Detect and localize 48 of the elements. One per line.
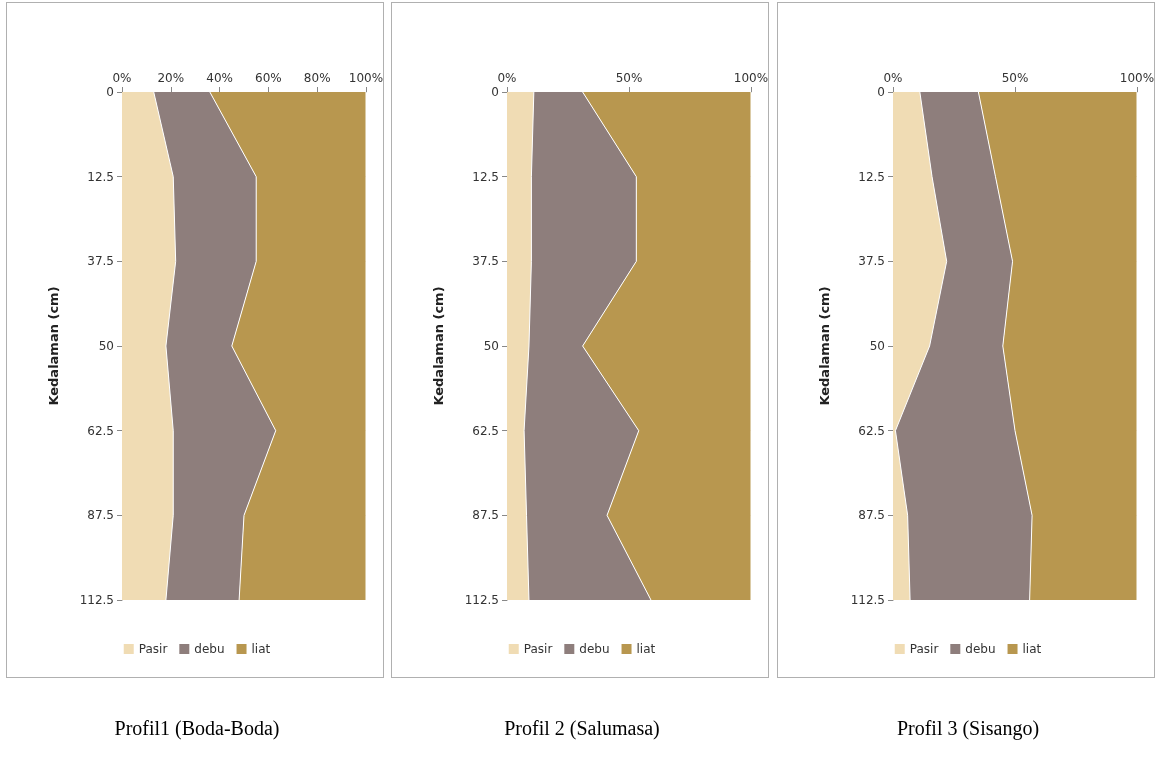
y-tick-label: 112.5: [79, 593, 114, 607]
legend-label: debu: [579, 642, 610, 656]
x-tick-label: 50%: [615, 71, 643, 85]
x-tick-label: 20%: [157, 71, 185, 85]
x-tick-label: 100%: [348, 71, 384, 85]
y-tick-label: 62.5: [472, 423, 499, 438]
legend-label: Pasir: [138, 642, 168, 656]
y-axis-title: Kedalaman (cm): [817, 286, 832, 406]
y-tick-label: 62.5: [858, 423, 885, 438]
y-tick-label: 0: [491, 85, 499, 99]
y-tick-label: 37.5: [858, 254, 885, 269]
y-tick-label: 0: [106, 85, 114, 99]
legend-label: Pasir: [523, 642, 553, 656]
x-tick-label: 50%: [1001, 71, 1029, 85]
x-tick-label: 0%: [497, 71, 517, 85]
text: Profil 3 (Sisango): [896, 717, 1040, 740]
y-axis-title: Kedalaman (cm): [431, 286, 446, 406]
x-tick-label: 60%: [255, 71, 282, 85]
y-tick-label: 87.5: [858, 508, 885, 523]
y-tick-label: 50: [98, 339, 114, 353]
text: Profil 2 (Salumasa): [504, 717, 660, 740]
y-tick-label: 112.5: [850, 593, 885, 607]
y-tick-label: 62.5: [87, 423, 114, 438]
x-tick-label: 40%: [206, 71, 233, 85]
y-tick-label: 112.5: [464, 593, 499, 607]
text: Profil1 (Boda-Boda): [114, 717, 280, 740]
y-tick-label: 87.5: [472, 508, 499, 523]
legend-label: debu: [194, 642, 225, 656]
x-tick-label: 80%: [303, 71, 331, 85]
legend-label: debu: [965, 642, 996, 656]
legend-label: liat: [251, 642, 271, 656]
legend-label: liat: [636, 642, 656, 656]
x-tick-label: 0%: [883, 71, 903, 85]
y-tick-label: 50: [869, 339, 885, 353]
y-tick-label: 0: [877, 85, 885, 99]
y-axis-title: Kedalaman (cm): [46, 286, 61, 406]
y-tick-label: 12.5: [858, 169, 885, 184]
y-tick-label: 12.5: [87, 169, 114, 184]
y-tick-label: 12.5: [472, 169, 499, 184]
legend-label: Pasir: [909, 642, 939, 656]
legend-label: liat: [1022, 642, 1042, 656]
y-tick-label: 50: [483, 339, 499, 353]
y-tick-label: 37.5: [472, 254, 499, 269]
x-tick-label: 100%: [733, 71, 769, 85]
y-tick-label: 87.5: [87, 508, 114, 523]
x-tick-label: 100%: [1119, 71, 1155, 85]
x-tick-label: 0%: [112, 71, 132, 85]
y-tick-label: 37.5: [87, 254, 114, 269]
